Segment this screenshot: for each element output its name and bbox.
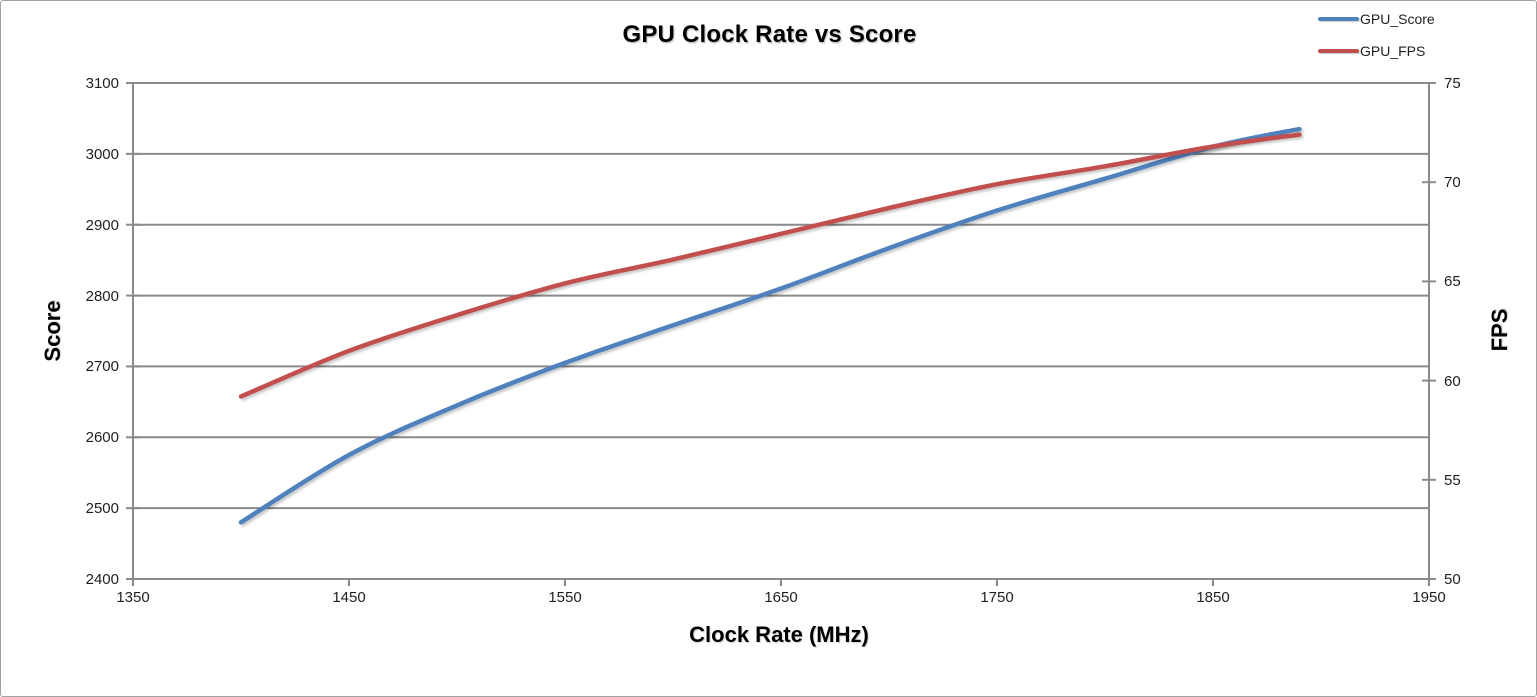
x-tick-label: 1350 <box>116 589 150 606</box>
series-line-gpu_score <box>238 126 1302 525</box>
x-tick-label: 1750 <box>980 589 1014 606</box>
y-axis-title-right: FPS <box>1487 308 1512 352</box>
gridlines <box>133 82 1429 580</box>
y-left-tick-label: 2400 <box>85 571 119 588</box>
legend-label: GPU_Score <box>1360 11 1435 27</box>
y-right-tick-label: 65 <box>1444 273 1461 291</box>
series-lines <box>238 126 1302 525</box>
x-tick-label: 1950 <box>1412 589 1446 606</box>
y-left-tick-label: 2900 <box>85 216 119 234</box>
legend-line-swatch-red <box>1318 49 1359 53</box>
chart-title: GPU Clock Rate vs Score <box>622 21 917 48</box>
legend-line-swatch-blue <box>1318 17 1359 21</box>
legend-item-gpu-fps: GPU_FPS <box>1318 35 1435 67</box>
series-line-gpu_fps <box>238 132 1302 399</box>
y-right-tick-label: 55 <box>1444 471 1461 489</box>
x-tick-label: 1450 <box>332 589 366 606</box>
y-left-tick-label: 2700 <box>85 358 119 376</box>
y-left-tick-label: 2800 <box>85 287 119 305</box>
axis-lines <box>132 83 1430 586</box>
x-tick-label: 1850 <box>1196 589 1230 606</box>
y-right-tick-label: 70 <box>1444 174 1461 192</box>
y-right-tick-label: 60 <box>1444 372 1461 390</box>
y-right-tick-label: 75 <box>1444 75 1461 92</box>
x-tick-label: 1650 <box>764 589 798 606</box>
legend-item-gpu-score: GPU_Score <box>1318 3 1435 35</box>
y-left-tick-label: 3000 <box>85 145 119 163</box>
y-right-tick-label: 50 <box>1444 571 1461 588</box>
y-left-tick-label: 2600 <box>85 429 119 447</box>
y-axis-title-left: Score <box>40 300 65 362</box>
tick-marks <box>126 82 1436 586</box>
legend-label: GPU_FPS <box>1360 43 1426 59</box>
y-left-tick-label: 3100 <box>85 75 119 92</box>
x-tick-label: 1550 <box>548 589 582 606</box>
x-axis-title: Clock Rate (MHz) <box>689 622 869 647</box>
legend: GPU_Score GPU_FPS <box>1318 3 1435 67</box>
y-left-tick-label: 2500 <box>85 500 119 518</box>
